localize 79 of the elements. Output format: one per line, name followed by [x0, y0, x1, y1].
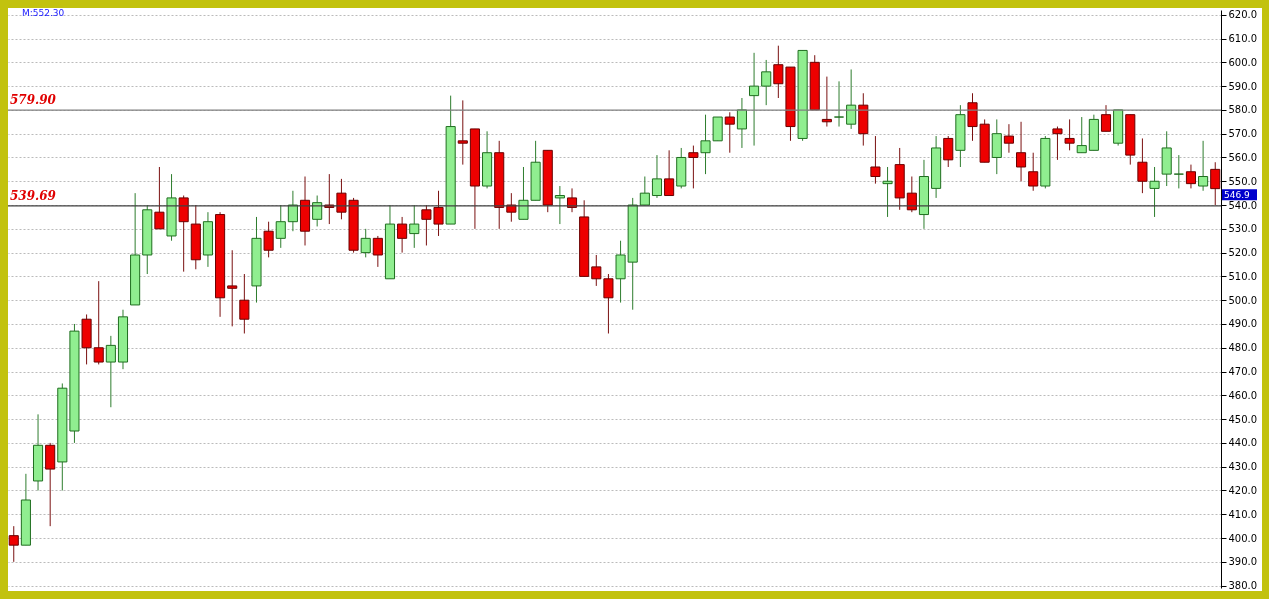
y-tick-label: 390.0: [1228, 556, 1258, 568]
candlestick: [154, 166, 165, 230]
candlestick: [749, 52, 760, 147]
candlestick: [724, 111, 735, 154]
y-tick-label: 560.0: [1228, 151, 1258, 163]
y-tick-label: 480.0: [1228, 342, 1258, 354]
candlestick: [457, 99, 468, 166]
candlestick: [615, 240, 626, 304]
candlestick: [761, 59, 772, 106]
candlestick: [8, 525, 19, 563]
candlestick: [1076, 116, 1087, 154]
ref-line-label: 539.69: [10, 188, 57, 203]
candlestick: [275, 204, 286, 249]
y-tick-label: 590.0: [1228, 80, 1258, 92]
candlestick: [1173, 154, 1184, 189]
ref-line-label: 579.90: [10, 93, 57, 108]
y-tick-label: 490.0: [1228, 318, 1258, 330]
y-tick-label: 460.0: [1228, 389, 1258, 401]
candlestick: [603, 273, 614, 334]
y-tick-label: 400.0: [1228, 532, 1258, 544]
y-tick-label: 550.0: [1228, 175, 1258, 187]
candlestick: [991, 118, 1002, 175]
candlestick: [263, 221, 274, 258]
y-tick-label: 410.0: [1228, 508, 1258, 520]
y-tick-label: 600.0: [1228, 56, 1258, 68]
y-tick-label: 570.0: [1228, 128, 1258, 140]
y-tick-label: 510.0: [1228, 270, 1258, 282]
candlestick: [1003, 123, 1014, 154]
candlestick: [1149, 166, 1160, 218]
candlestick: [1052, 126, 1063, 161]
candlestick: [688, 145, 699, 189]
y-tick-label: 430.0: [1228, 461, 1258, 473]
y-tick-label: 610.0: [1228, 33, 1258, 45]
y-tick-label: 520.0: [1228, 247, 1258, 259]
text: 546.9: [1224, 189, 1251, 200]
candlestick: [105, 335, 116, 408]
candlestick: [591, 254, 602, 287]
candlestick: [846, 68, 857, 130]
y-tick-label: 620.0: [1228, 9, 1258, 21]
y-tick-label: 540.0: [1228, 199, 1258, 211]
candlestick: [882, 166, 893, 218]
candlestick: [360, 228, 371, 258]
candlestick: [1185, 164, 1197, 189]
candlestick: [1100, 104, 1112, 132]
candlestick: [397, 216, 408, 254]
annotation: M:552.30: [22, 8, 65, 18]
y-tick-label: 470.0: [1228, 366, 1258, 378]
y-tick-label: 380.0: [1228, 580, 1258, 592]
candlestick: [870, 135, 881, 185]
candlestick: [45, 442, 56, 527]
y-tick-label: 530.0: [1228, 223, 1258, 235]
candlestick: [227, 249, 238, 327]
candlestick: [312, 195, 323, 227]
y-tick-label: 420.0: [1228, 484, 1258, 496]
candlestick: [906, 176, 917, 213]
candlestick: [409, 204, 420, 249]
y-tick-label: 440.0: [1228, 437, 1258, 449]
candlestick: [1137, 137, 1148, 194]
candlestick: [833, 80, 845, 128]
y-tick-label: 450.0: [1228, 413, 1258, 425]
candlestick: [1028, 152, 1039, 192]
candlestick: [651, 154, 663, 199]
y-tick-label: 500.0: [1228, 294, 1258, 306]
y-tick-label: 580.0: [1228, 104, 1258, 116]
candlestick: [664, 149, 675, 197]
candlestick: [1198, 140, 1209, 192]
candlestick: [239, 273, 250, 334]
candlestick: [178, 195, 189, 273]
candlestick: [1064, 118, 1075, 151]
candlestick: [554, 185, 565, 225]
candlestick: [639, 176, 650, 206]
candlestick: [372, 235, 383, 268]
candlestick: [1016, 121, 1027, 182]
candlestick: [287, 190, 298, 232]
candlestick: [506, 192, 517, 223]
candlestick: [93, 280, 104, 365]
candlestick: [736, 97, 747, 149]
candlestick: [943, 135, 954, 168]
candlestick: [821, 76, 832, 128]
